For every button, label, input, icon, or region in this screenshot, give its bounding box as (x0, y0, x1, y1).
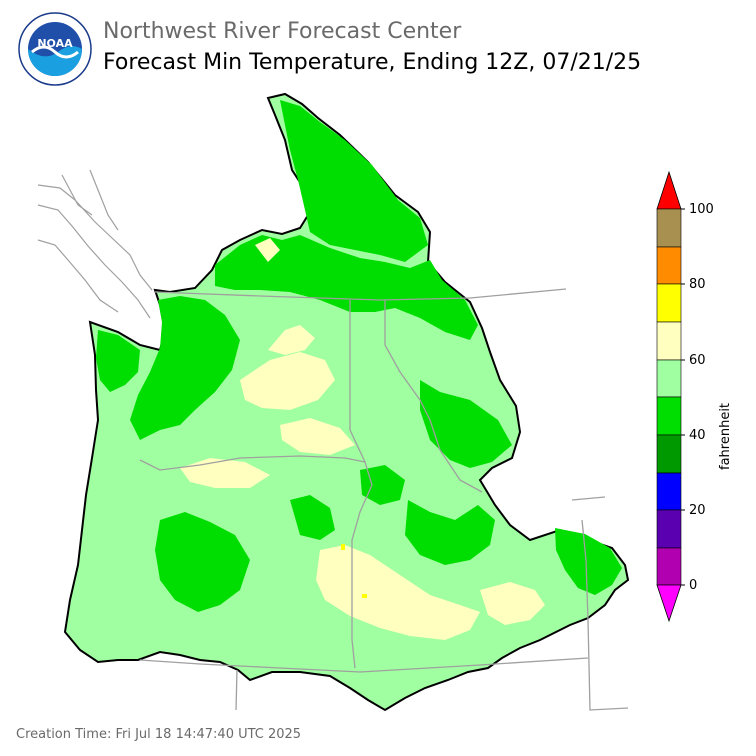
colorbar-units-label: fahrenheit (718, 402, 733, 470)
creation-time: Creation Time: Fri Jul 18 14:47:40 UTC 2… (16, 727, 302, 742)
colorbar-tick-20: 20 (689, 503, 706, 518)
state-borders (139, 288, 629, 711)
colorbar-tick-40: 40 (689, 428, 706, 443)
coastline (37, 169, 153, 319)
colorbar-tick-100: 100 (689, 202, 714, 217)
cool-zones (96, 100, 622, 612)
colorbar (656, 170, 685, 623)
colorbar-tick-80: 80 (689, 277, 706, 292)
mild-zones (180, 238, 545, 640)
product-title: Forecast Min Temperature, Ending 12Z, 07… (103, 50, 642, 75)
colorbar-tick-60: 60 (689, 353, 706, 368)
agency-title: Northwest River Forecast Center (103, 19, 462, 44)
noaa-logo: NOAA (18, 12, 92, 86)
warm-specks (341, 544, 367, 598)
logo-text: NOAA (37, 37, 73, 50)
colorbar-tick-0: 0 (689, 578, 698, 593)
